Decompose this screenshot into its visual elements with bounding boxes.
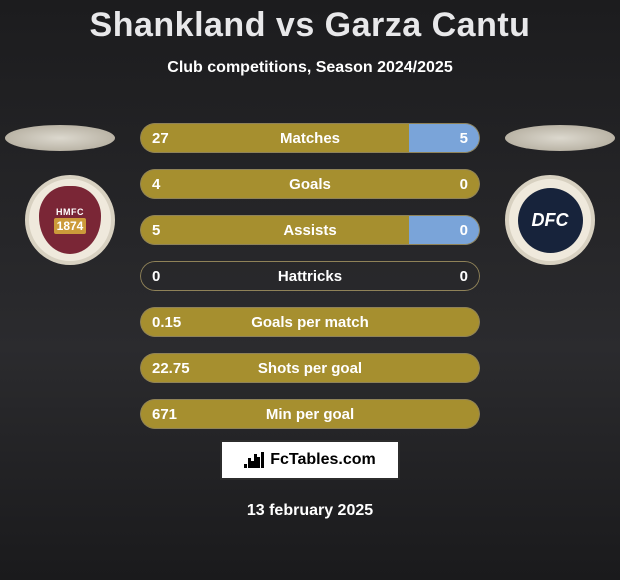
- right-shadow-ellipse: [505, 125, 615, 151]
- page-subtitle: Club competitions, Season 2024/2025: [0, 59, 620, 77]
- stat-label: Min per goal: [140, 399, 480, 429]
- stat-rows-container: 275Matches 40Goals 50Assists 00Hattricks 0.1…: [140, 123, 480, 445]
- stat-row: 50Assists: [140, 215, 480, 245]
- stat-row: 671Min per goal: [140, 399, 480, 429]
- left-crest-top-text: HMFC: [56, 207, 84, 217]
- date-label: 13 february 2025: [0, 502, 620, 520]
- bar-chart-icon: [244, 452, 264, 468]
- stat-row: 0.15Goals per match: [140, 307, 480, 337]
- left-club-badge: HMFC 1874: [25, 175, 115, 265]
- fctables-label: FcTables.com: [270, 451, 376, 469]
- stat-row: 275Matches: [140, 123, 480, 153]
- stat-label: Goals per match: [140, 307, 480, 337]
- stat-label: Shots per goal: [140, 353, 480, 383]
- left-club-crest: HMFC 1874: [39, 186, 101, 254]
- right-crest-text: DFC: [532, 210, 569, 231]
- fctables-watermark: FcTables.com: [220, 440, 400, 480]
- stat-label: Hattricks: [140, 261, 480, 291]
- stat-row: 40Goals: [140, 169, 480, 199]
- stat-row: 00Hattricks: [140, 261, 480, 291]
- stat-label: Goals: [140, 169, 480, 199]
- right-club-badge: DFC: [505, 175, 595, 265]
- left-crest-year: 1874: [54, 218, 87, 234]
- stat-row: 22.75Shots per goal: [140, 353, 480, 383]
- left-shadow-ellipse: [5, 125, 115, 151]
- stat-label: Matches: [140, 123, 480, 153]
- right-club-crest: DFC: [518, 188, 583, 253]
- stat-label: Assists: [140, 215, 480, 245]
- page-title: Shankland vs Garza Cantu: [0, 0, 620, 45]
